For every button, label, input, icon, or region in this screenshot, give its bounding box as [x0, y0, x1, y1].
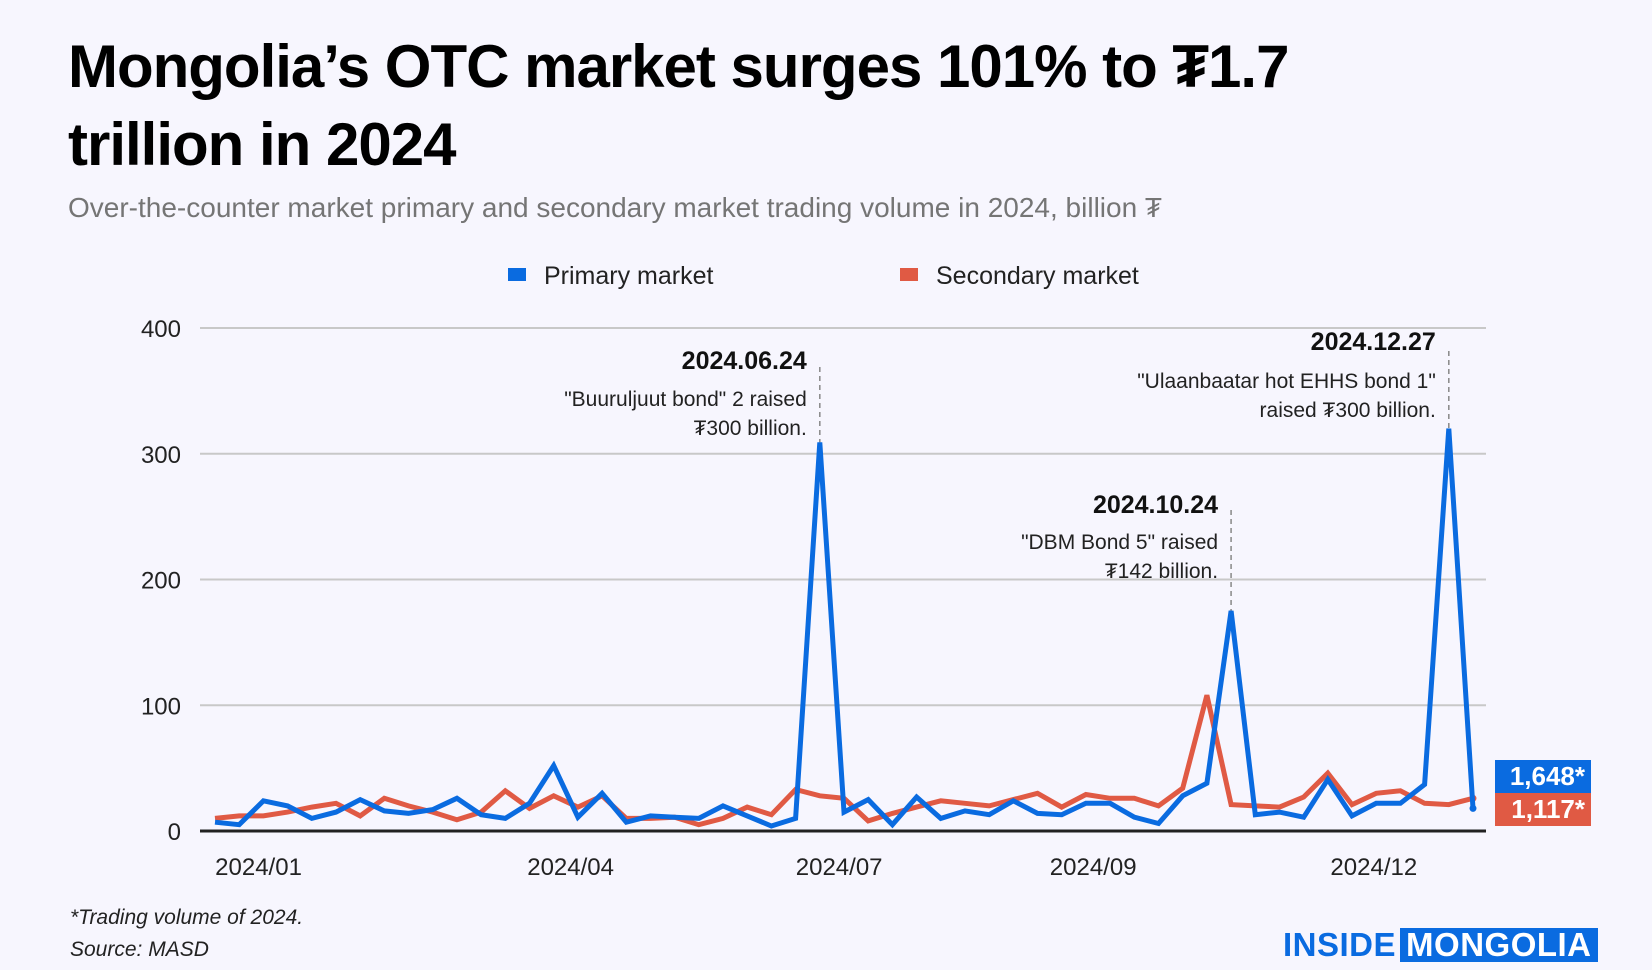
annotation-text: "DBM Bond 5" raised — [1021, 531, 1218, 554]
x-tick-label: 2024/01 — [215, 854, 302, 881]
footnote: *Trading volume of 2024. — [70, 906, 304, 929]
legend-label-primary: Primary market — [544, 262, 714, 290]
logo: INSIDE MONGOLIA — [1283, 928, 1598, 962]
chart-subtitle: Over-the-counter market primary and seco… — [68, 192, 1163, 223]
total-primary-badge: 1,648* — [1495, 760, 1591, 793]
annotation-date: 2024.06.24 — [682, 347, 807, 375]
legend: Primary market Secondary market — [508, 262, 1139, 290]
annotation-date: 2024.10.24 — [1093, 491, 1218, 519]
total-secondary-badge: 1,117* — [1495, 793, 1591, 826]
chart-title: Mongolia’s OTC market surges 101% to ₮1.… — [68, 33, 1289, 178]
annotation-text: "Ulaanbaatar hot EHHS bond 1" — [1137, 370, 1436, 393]
footer: *Trading volume of 2024. Source: MASD — [70, 902, 303, 966]
y-tick-label: 300 — [141, 442, 181, 469]
series-lines — [214, 428, 1477, 829]
logo-mongolia: MONGOLIA — [1400, 928, 1598, 962]
grid: 0 100 200 300 400 — [141, 316, 1486, 846]
x-tick-label: 2024/07 — [796, 854, 883, 881]
x-tick-label: 2024/12 — [1330, 854, 1417, 881]
logo-inside: INSIDE — [1283, 926, 1397, 963]
annotation-text: "Buuruljuut bond" 2 raised — [564, 388, 807, 411]
y-tick-label: 400 — [141, 316, 181, 343]
annotation-text: ₮300 billion. — [694, 417, 807, 440]
y-tick-label: 0 — [168, 819, 181, 846]
legend-swatch-primary — [508, 268, 526, 281]
legend-swatch-secondary — [900, 268, 918, 281]
annotations: 2024.06.24 "Buuruljuut bond" 2 raised ₮300… — [564, 328, 1450, 611]
data-point — [1469, 804, 1477, 812]
series-line-primary — [214, 428, 1476, 829]
x-tick-label: 2024/04 — [527, 854, 614, 881]
legend-label-secondary: Secondary market — [936, 262, 1139, 290]
annotation-text: ₮142 billion. — [1105, 560, 1218, 583]
y-tick-label: 100 — [141, 693, 181, 720]
annotation-date: 2024.12.27 — [1311, 328, 1436, 356]
x-tick-label: 2024/09 — [1050, 854, 1137, 881]
x-axis-ticks: 2024/01 2024/04 2024/07 2024/09 2024/12 — [215, 854, 1417, 881]
source: Source: MASD — [70, 938, 209, 961]
annotation-text: raised ₮300 billion. — [1260, 399, 1436, 422]
y-tick-label: 200 — [141, 568, 181, 595]
